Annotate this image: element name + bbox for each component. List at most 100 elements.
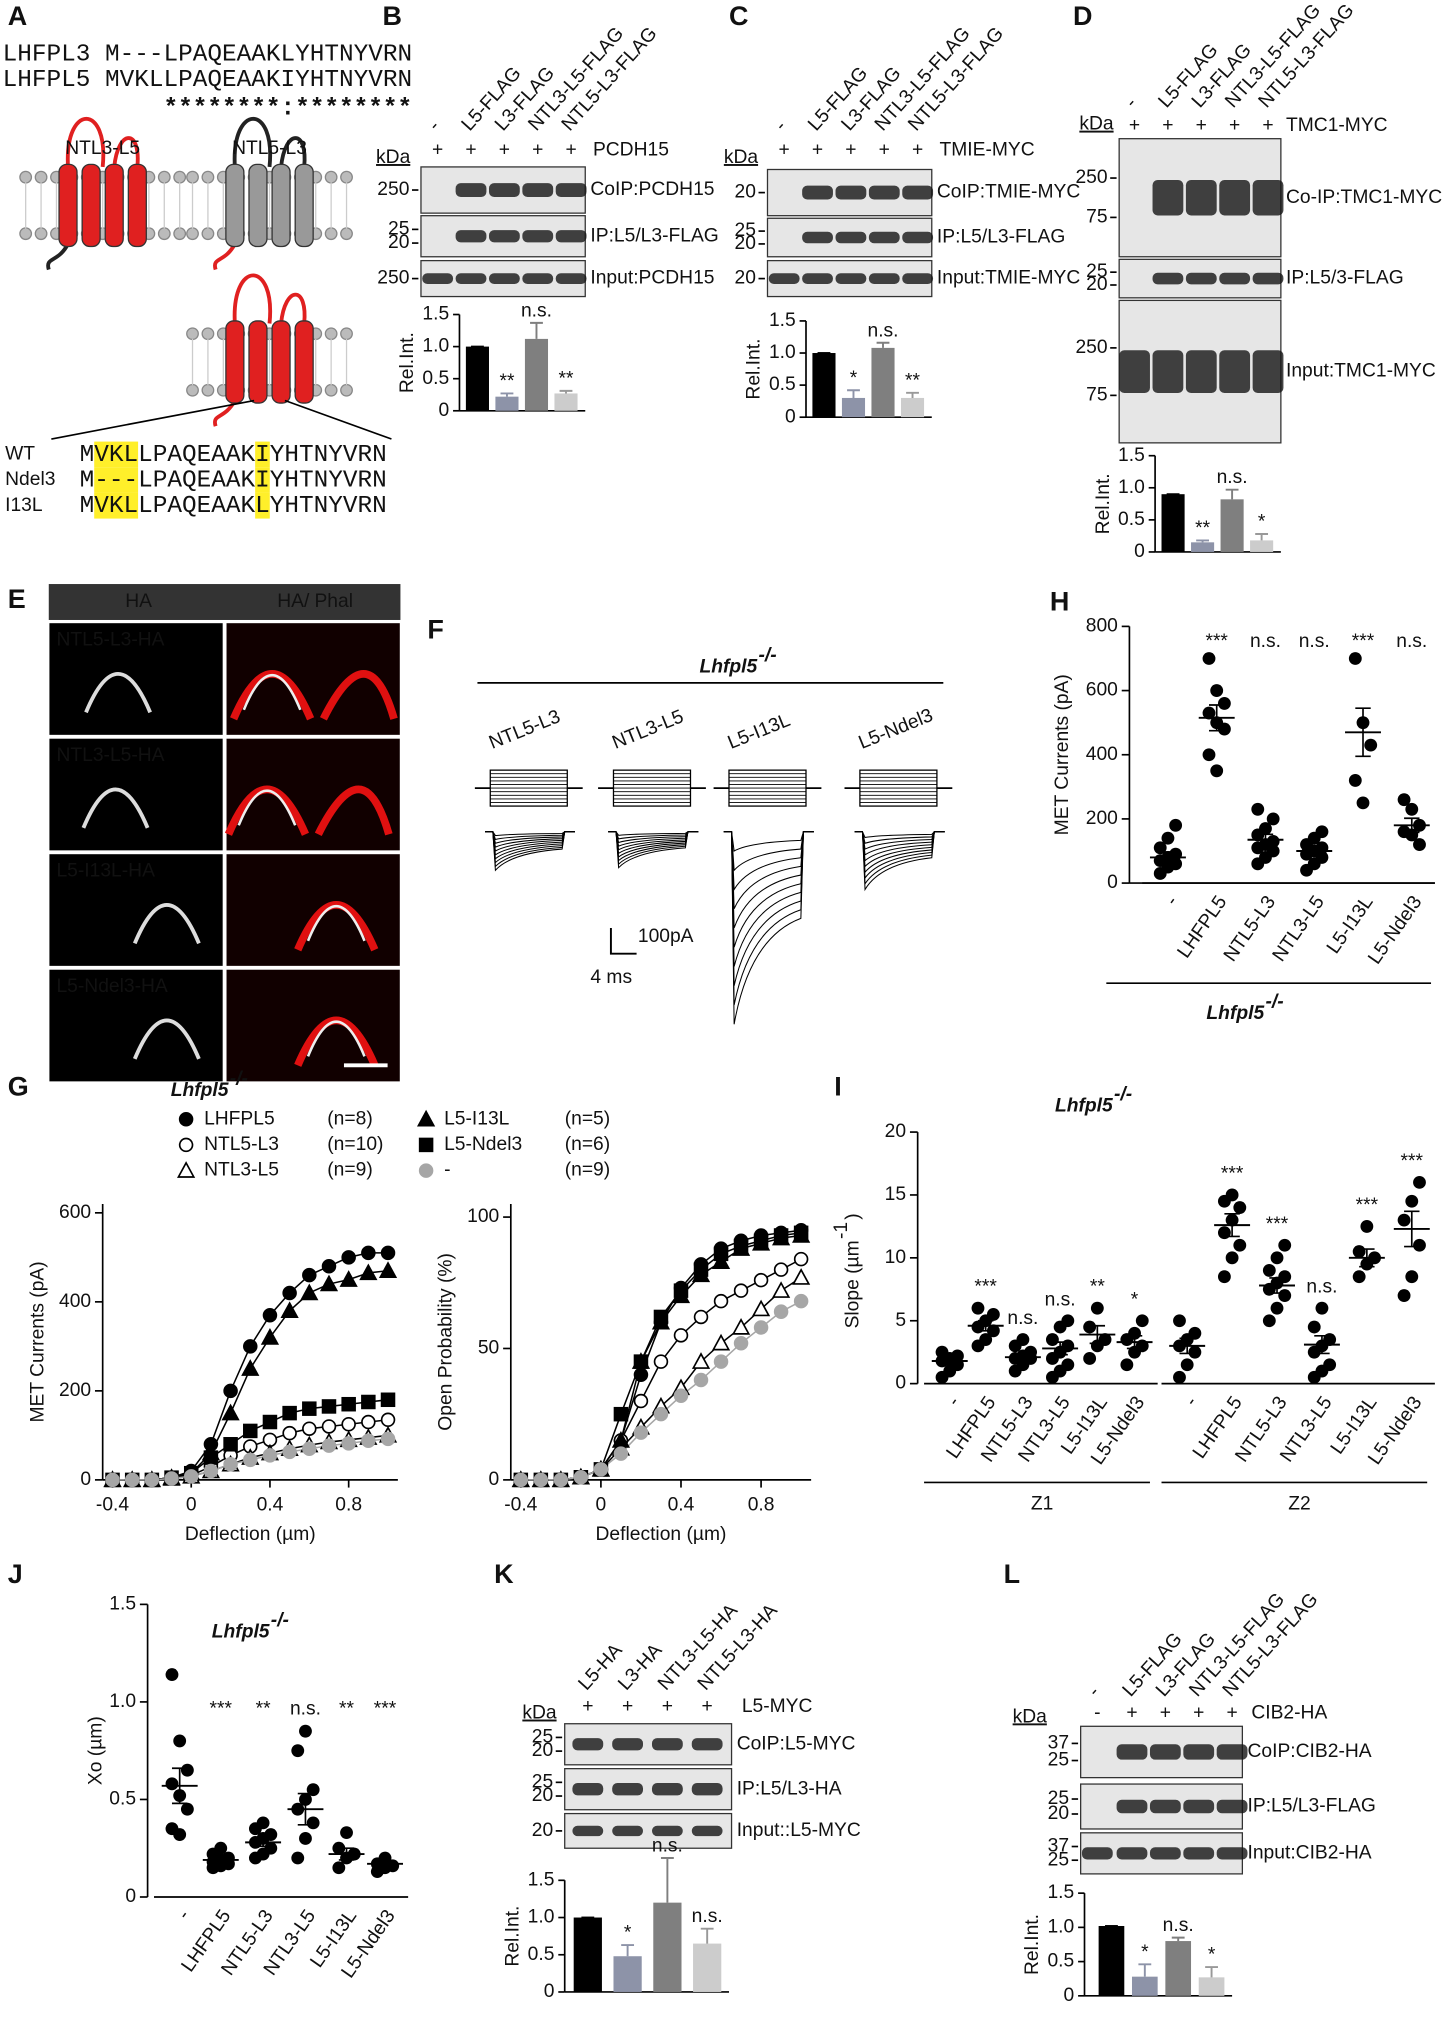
marker-label: 25 <box>532 1771 553 1792</box>
data-point <box>1210 684 1224 697</box>
blot-label: CoIP:CIB2-HA <box>1248 1741 1372 1762</box>
y-tick-label: 0 <box>489 1469 500 1490</box>
current-trace <box>723 831 814 986</box>
data-point <box>1188 1326 1202 1340</box>
significance: * <box>850 368 858 389</box>
marker-label: 37 <box>1048 1836 1069 1857</box>
data-point <box>1225 1251 1239 1265</box>
significance: n.s. <box>1007 1308 1038 1329</box>
data-point <box>291 1744 305 1758</box>
panel-letter: A <box>8 1 27 31</box>
data-point <box>1153 841 1167 855</box>
data-point <box>203 1463 219 1479</box>
marker-label: 250 <box>1075 337 1107 358</box>
band <box>1116 1847 1148 1860</box>
bar <box>573 1917 602 1992</box>
error-bar <box>660 1857 674 1903</box>
marker-label: 20 <box>532 1820 553 1841</box>
data-point <box>282 1405 297 1421</box>
conservation: ********:******** <box>164 95 413 122</box>
kda-label: kDa <box>522 1703 557 1724</box>
band <box>868 185 900 200</box>
treatment-sign: + <box>432 139 443 160</box>
band <box>422 273 454 284</box>
y-tick-label: 50 <box>478 1338 499 1359</box>
data-point <box>359 1263 378 1281</box>
data-point <box>935 1345 949 1359</box>
data-point <box>633 1393 649 1409</box>
data-point <box>1356 796 1370 810</box>
bar <box>841 397 866 418</box>
data-point <box>282 1285 297 1301</box>
data-point <box>1120 1358 1134 1372</box>
variant-seq: MVKLLPAQEAAKLYHTNYVRN <box>80 493 387 520</box>
data-point <box>773 1304 789 1319</box>
lipid-head <box>201 170 215 184</box>
x-tick-label: 0.8 <box>335 1495 362 1516</box>
sem-bar <box>1089 1324 1106 1345</box>
y-tick-label: 1.0 <box>769 342 796 363</box>
phal-stain <box>314 785 393 837</box>
data-point <box>243 1423 258 1439</box>
sem-bar <box>1052 1341 1068 1356</box>
marker-label: 25 <box>735 220 756 241</box>
bar <box>871 347 895 418</box>
data-point <box>1173 1314 1186 1328</box>
current-trace <box>723 831 814 1025</box>
data-point <box>173 1734 187 1748</box>
data-point <box>280 1301 299 1319</box>
treatment-sign: + <box>1160 1703 1171 1724</box>
bar <box>1198 1977 1225 1996</box>
data-point <box>306 1816 320 1830</box>
y-tick-label: 0 <box>785 406 796 427</box>
treatment-sign: - <box>1094 1703 1100 1724</box>
data-point <box>1169 847 1183 861</box>
legend-marker <box>178 1137 194 1153</box>
panel-letter: E <box>8 584 26 614</box>
treatment-sign: + <box>1229 115 1240 136</box>
variant-seq: MVKLLPAQEAAKIYHTNYVRN <box>80 442 387 469</box>
marker-label: 25 <box>388 218 409 239</box>
band <box>1183 1744 1215 1760</box>
marker-label: 20 <box>735 182 756 203</box>
highlight <box>94 492 139 519</box>
band <box>651 1738 683 1751</box>
legend-marker <box>416 1109 436 1127</box>
significance: ** <box>499 371 514 392</box>
fit-line <box>520 1258 802 1481</box>
significance: n.s. <box>1045 1289 1076 1310</box>
data-point <box>380 1392 396 1408</box>
data-point <box>533 1472 549 1488</box>
data-point <box>1278 1270 1292 1284</box>
variant-name: Ndel3 <box>5 469 55 490</box>
data-point <box>1278 1238 1292 1252</box>
band <box>1216 1847 1248 1860</box>
y-tick-label: 0.5 <box>528 1944 555 1965</box>
sem-bar <box>377 1861 393 1867</box>
variant-name: WT <box>5 443 35 464</box>
marker-label: 250 <box>377 268 409 289</box>
data-point <box>340 1826 353 1840</box>
significance: ** <box>559 368 574 389</box>
significance: *** <box>1352 631 1375 652</box>
band <box>768 273 800 284</box>
legend-marker <box>418 1163 434 1178</box>
helix <box>127 163 147 248</box>
error-bar <box>1196 539 1209 543</box>
data-point <box>1315 1301 1329 1315</box>
y-tick-label: 1.0 <box>109 1691 136 1712</box>
band <box>1252 180 1284 216</box>
data-point <box>793 1225 809 1241</box>
significance: * <box>624 1923 632 1944</box>
data-point <box>214 1841 228 1855</box>
column-header: Phal <box>314 591 353 612</box>
bar <box>465 346 489 411</box>
x-axis-label: Deflection (µm) <box>596 1524 727 1545</box>
marker-label: 250 <box>1075 167 1107 188</box>
significance: n.s. <box>692 1906 723 1927</box>
x-tick-label: 0.4 <box>668 1495 695 1516</box>
helix <box>104 163 124 248</box>
band <box>455 230 487 243</box>
treatment-sign: + <box>1226 1703 1237 1724</box>
